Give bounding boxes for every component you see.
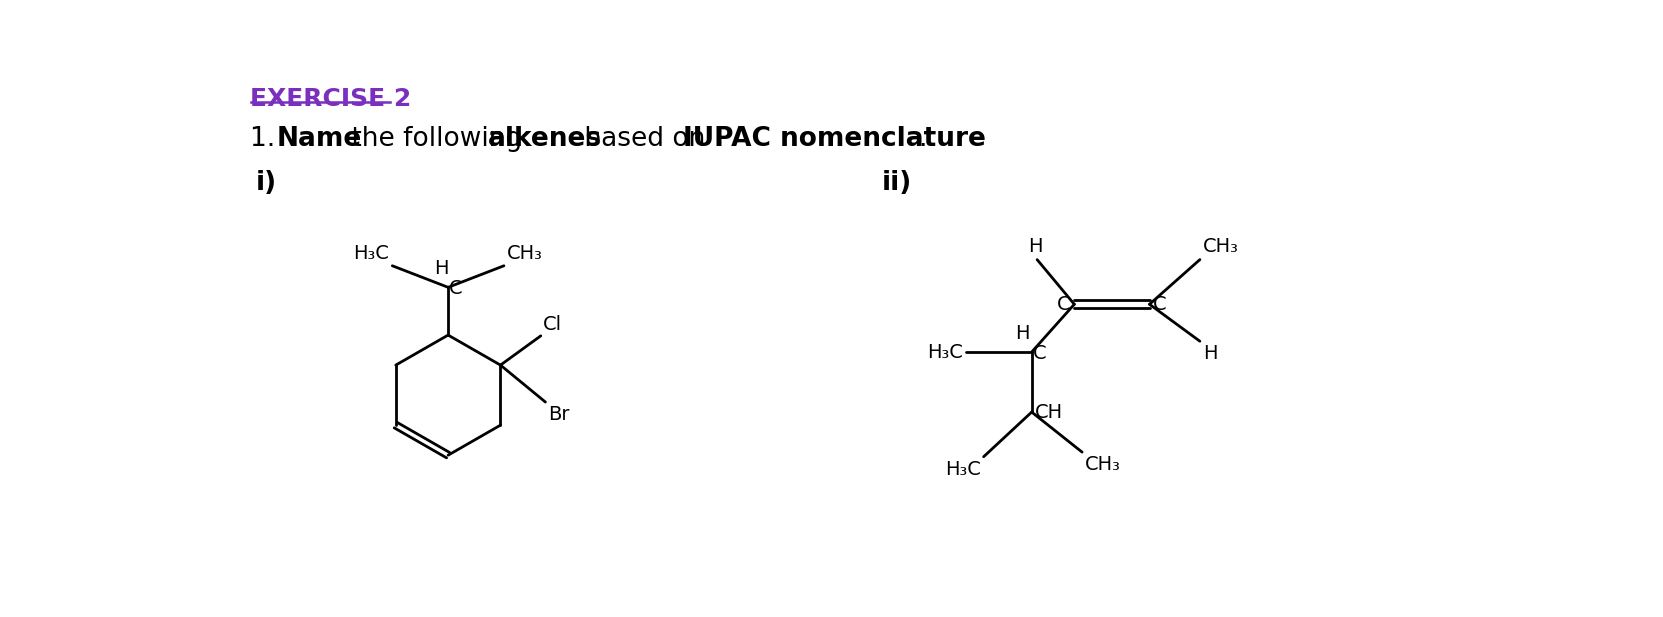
Text: the following: the following — [343, 126, 530, 152]
Text: H₃C: H₃C — [946, 460, 981, 479]
Text: C: C — [1154, 295, 1167, 314]
Text: CH₃: CH₃ — [507, 244, 542, 263]
Text: H: H — [1028, 237, 1043, 256]
Text: Name: Name — [276, 126, 363, 152]
Text: ii): ii) — [881, 170, 913, 196]
Text: IUPAC nomenclature: IUPAC nomenclature — [683, 126, 986, 152]
Text: .: . — [918, 126, 926, 152]
Text: H: H — [434, 259, 449, 278]
Text: CH₃: CH₃ — [1202, 237, 1239, 256]
Text: Cl: Cl — [544, 315, 562, 334]
Text: CH₃: CH₃ — [1084, 455, 1121, 474]
Text: CH: CH — [1034, 402, 1063, 421]
Text: H₃C: H₃C — [926, 342, 963, 362]
Text: C: C — [1056, 295, 1071, 314]
Text: i): i) — [256, 170, 278, 196]
Text: alkenes: alkenes — [487, 126, 602, 152]
Text: C: C — [1033, 344, 1048, 363]
Text: 1.: 1. — [251, 126, 284, 152]
Text: H: H — [1202, 344, 1217, 363]
Text: H: H — [1014, 324, 1029, 343]
Text: EXERCISE 2: EXERCISE 2 — [251, 87, 412, 111]
Text: based on: based on — [577, 126, 713, 152]
Text: C: C — [449, 280, 462, 299]
Text: H₃C: H₃C — [353, 244, 389, 263]
Text: Br: Br — [547, 405, 569, 424]
